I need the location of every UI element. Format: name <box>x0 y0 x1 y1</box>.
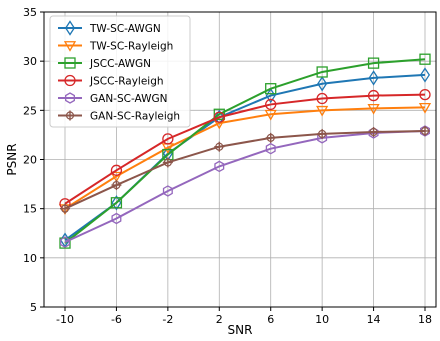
data-point <box>213 111 225 123</box>
y-tick-label: 20 <box>23 154 37 167</box>
data-point <box>419 67 431 83</box>
series-line <box>64 58 426 244</box>
data-point <box>317 132 328 144</box>
data-point <box>418 102 432 114</box>
legend-marker <box>64 57 76 69</box>
data-point <box>316 92 328 105</box>
data-point <box>419 88 431 101</box>
y-tick-label: 10 <box>23 252 37 265</box>
legend-marker <box>63 41 77 52</box>
legend-item: JSCC-Rayleigh <box>58 74 164 88</box>
x-tick-label: 10 <box>315 313 329 326</box>
y-axis-ticks: 5 10 15 20 25 30 35 <box>23 6 44 314</box>
data-point <box>110 171 123 183</box>
data-point <box>317 76 328 92</box>
x-tick-label: 2 <box>216 313 223 326</box>
data-point <box>111 180 122 191</box>
y-tick-label: 30 <box>23 55 37 68</box>
legend-label: TW-SC-Rayleigh <box>89 41 173 53</box>
legend-label: TW-SC-AWGN <box>89 23 161 35</box>
x-tick-label: -6 <box>111 313 122 326</box>
data-point <box>110 164 123 176</box>
data-point <box>59 237 71 249</box>
data-point <box>111 212 122 225</box>
x-tick-label: -2 <box>162 313 173 326</box>
legend-item: TW-SC-AWGN <box>58 20 161 36</box>
data-point <box>162 133 174 145</box>
legend-item: GAN-SC-Rayleigh <box>58 110 180 123</box>
data-point <box>265 98 277 111</box>
series-line <box>64 93 426 205</box>
y-axis-label: PSNR <box>5 143 19 175</box>
series-line <box>64 106 426 210</box>
x-tick-label: -10 <box>56 313 74 326</box>
x-axis-ticks: -10 -6 -2 2 6 10 14 18 <box>56 307 432 326</box>
legend-box <box>49 15 191 128</box>
data-point <box>368 126 379 137</box>
x-tick-label: 6 <box>267 313 274 326</box>
legend-marker <box>65 92 75 104</box>
series-line <box>64 129 426 244</box>
x-tick-label: 18 <box>418 313 432 326</box>
data-point <box>316 66 328 78</box>
legend-item: JSCC-AWGN <box>58 57 151 70</box>
data-point <box>367 103 380 115</box>
data-point <box>214 160 225 173</box>
legend-label: JSCC-AWGN <box>89 58 151 70</box>
legend: TW-SC-AWGN TW-SC-Rayleigh JSCC-AWGN JSCC-Ra… <box>49 15 191 128</box>
y-tick-label: 5 <box>30 301 37 314</box>
y-tick-label: 25 <box>23 104 37 117</box>
series-line <box>64 129 426 210</box>
x-axis-label: SNR <box>228 323 253 337</box>
data-point <box>316 105 329 117</box>
series-lines <box>58 53 432 249</box>
data-point <box>110 197 123 209</box>
data-point <box>367 89 380 102</box>
legend-item: TW-SC-Rayleigh <box>58 41 173 53</box>
x-tick-label: 14 <box>367 313 381 326</box>
data-point <box>264 109 277 121</box>
data-point <box>368 127 379 139</box>
data-point <box>317 128 328 139</box>
data-point <box>162 157 173 168</box>
data-point <box>265 132 276 143</box>
series-gan-sc-awgn <box>60 125 430 248</box>
data-point <box>213 108 225 120</box>
legend-item: GAN-SC-AWGN <box>58 92 168 105</box>
data-point <box>419 53 431 65</box>
y-tick-label: 15 <box>23 203 37 216</box>
legend-label: GAN-SC-Rayleigh <box>90 111 180 123</box>
data-point <box>60 236 70 248</box>
series-gan-sc-rayleigh <box>60 125 430 214</box>
legend-label: GAN-SC-AWGN <box>90 93 168 105</box>
legend-marker <box>64 74 76 87</box>
data-point <box>368 70 379 86</box>
legend-marker <box>65 110 75 121</box>
data-point <box>265 83 277 95</box>
legend-label: JSCC-Rayleigh <box>89 76 164 88</box>
y-tick-label: 35 <box>23 6 37 19</box>
series-tw-sc-rayleigh <box>58 102 432 215</box>
data-point <box>420 125 430 136</box>
data-point <box>214 141 225 152</box>
legend-marker <box>64 20 76 36</box>
data-point <box>162 185 173 197</box>
data-point <box>265 142 276 155</box>
data-point <box>60 203 70 214</box>
data-point <box>367 57 380 69</box>
